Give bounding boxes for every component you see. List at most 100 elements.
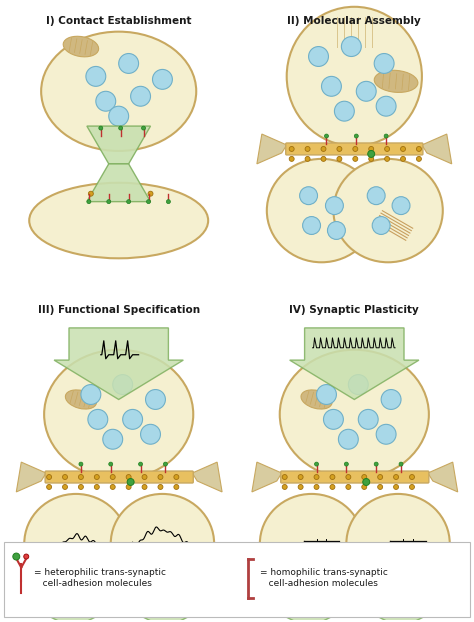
Ellipse shape: [302, 216, 320, 234]
Ellipse shape: [44, 350, 193, 479]
Ellipse shape: [393, 475, 399, 480]
Ellipse shape: [164, 462, 167, 466]
Ellipse shape: [282, 475, 287, 480]
Ellipse shape: [363, 478, 370, 486]
Ellipse shape: [384, 134, 388, 138]
Ellipse shape: [374, 70, 418, 93]
Polygon shape: [127, 593, 204, 622]
Polygon shape: [54, 328, 183, 399]
Ellipse shape: [356, 81, 376, 101]
Ellipse shape: [301, 390, 332, 409]
Ellipse shape: [260, 494, 363, 593]
Ellipse shape: [314, 485, 319, 490]
FancyBboxPatch shape: [286, 143, 423, 155]
Polygon shape: [290, 328, 419, 399]
Ellipse shape: [309, 47, 328, 67]
Ellipse shape: [345, 462, 348, 466]
Polygon shape: [252, 462, 282, 492]
Ellipse shape: [289, 156, 294, 161]
Ellipse shape: [63, 36, 99, 57]
Text: II) Molecular Assembly: II) Molecular Assembly: [287, 16, 421, 26]
Ellipse shape: [367, 187, 385, 205]
Ellipse shape: [353, 156, 358, 161]
Ellipse shape: [378, 485, 383, 490]
Polygon shape: [428, 462, 458, 492]
Ellipse shape: [369, 146, 374, 151]
FancyBboxPatch shape: [281, 471, 429, 483]
Ellipse shape: [305, 156, 310, 161]
Polygon shape: [87, 126, 151, 164]
Ellipse shape: [399, 462, 403, 466]
Ellipse shape: [335, 101, 354, 121]
Ellipse shape: [337, 156, 342, 161]
Polygon shape: [34, 593, 112, 622]
Ellipse shape: [376, 96, 396, 116]
Ellipse shape: [94, 485, 100, 490]
Ellipse shape: [88, 409, 108, 429]
Polygon shape: [422, 134, 452, 164]
Ellipse shape: [99, 126, 103, 130]
Ellipse shape: [41, 32, 196, 151]
Text: III) Functional Specification: III) Functional Specification: [37, 305, 200, 315]
Ellipse shape: [110, 475, 115, 480]
Ellipse shape: [142, 475, 147, 480]
Text: I) Contact Establishment: I) Contact Establishment: [46, 16, 191, 26]
Ellipse shape: [13, 553, 20, 560]
Ellipse shape: [111, 494, 214, 593]
Ellipse shape: [374, 53, 394, 73]
Ellipse shape: [127, 200, 131, 203]
Ellipse shape: [321, 146, 326, 151]
Ellipse shape: [315, 462, 319, 466]
Ellipse shape: [298, 485, 303, 490]
Ellipse shape: [81, 384, 101, 404]
Ellipse shape: [384, 156, 390, 161]
Ellipse shape: [362, 475, 367, 480]
Ellipse shape: [341, 37, 361, 57]
Ellipse shape: [354, 134, 358, 138]
Ellipse shape: [126, 485, 131, 490]
Ellipse shape: [378, 475, 383, 480]
Ellipse shape: [374, 462, 378, 466]
Ellipse shape: [376, 424, 396, 444]
Ellipse shape: [353, 146, 358, 151]
Ellipse shape: [328, 221, 346, 239]
Ellipse shape: [142, 126, 146, 130]
Ellipse shape: [138, 462, 143, 466]
Ellipse shape: [362, 485, 367, 490]
Ellipse shape: [372, 216, 390, 234]
Ellipse shape: [326, 197, 343, 215]
Ellipse shape: [131, 86, 151, 106]
Polygon shape: [257, 134, 287, 164]
Text: = homophilic trans-synaptic
   cell-adhesion molecules: = homophilic trans-synaptic cell-adhesio…: [260, 569, 388, 588]
Ellipse shape: [346, 494, 450, 593]
Ellipse shape: [118, 126, 123, 130]
Polygon shape: [87, 164, 151, 202]
Ellipse shape: [346, 475, 351, 480]
Ellipse shape: [78, 485, 83, 490]
Text: = heterophilic trans-synaptic
   cell-adhesion molecules: = heterophilic trans-synaptic cell-adhes…: [34, 569, 166, 588]
Ellipse shape: [346, 485, 351, 490]
Ellipse shape: [46, 485, 52, 490]
Ellipse shape: [417, 146, 421, 151]
Ellipse shape: [166, 200, 170, 203]
Ellipse shape: [103, 429, 123, 449]
Ellipse shape: [158, 485, 163, 490]
Ellipse shape: [348, 374, 368, 394]
Ellipse shape: [417, 156, 421, 161]
Ellipse shape: [158, 475, 163, 480]
Ellipse shape: [300, 187, 318, 205]
Ellipse shape: [107, 200, 111, 203]
Ellipse shape: [280, 350, 429, 479]
Ellipse shape: [24, 494, 128, 593]
Text: IV) Synaptic Plasticity: IV) Synaptic Plasticity: [290, 305, 419, 315]
Ellipse shape: [146, 200, 151, 203]
Ellipse shape: [410, 485, 414, 490]
Ellipse shape: [127, 478, 134, 486]
Ellipse shape: [63, 485, 67, 490]
FancyBboxPatch shape: [4, 542, 470, 617]
Ellipse shape: [78, 475, 83, 480]
Ellipse shape: [401, 156, 405, 161]
Ellipse shape: [393, 485, 399, 490]
Ellipse shape: [337, 146, 342, 151]
Ellipse shape: [384, 146, 390, 151]
